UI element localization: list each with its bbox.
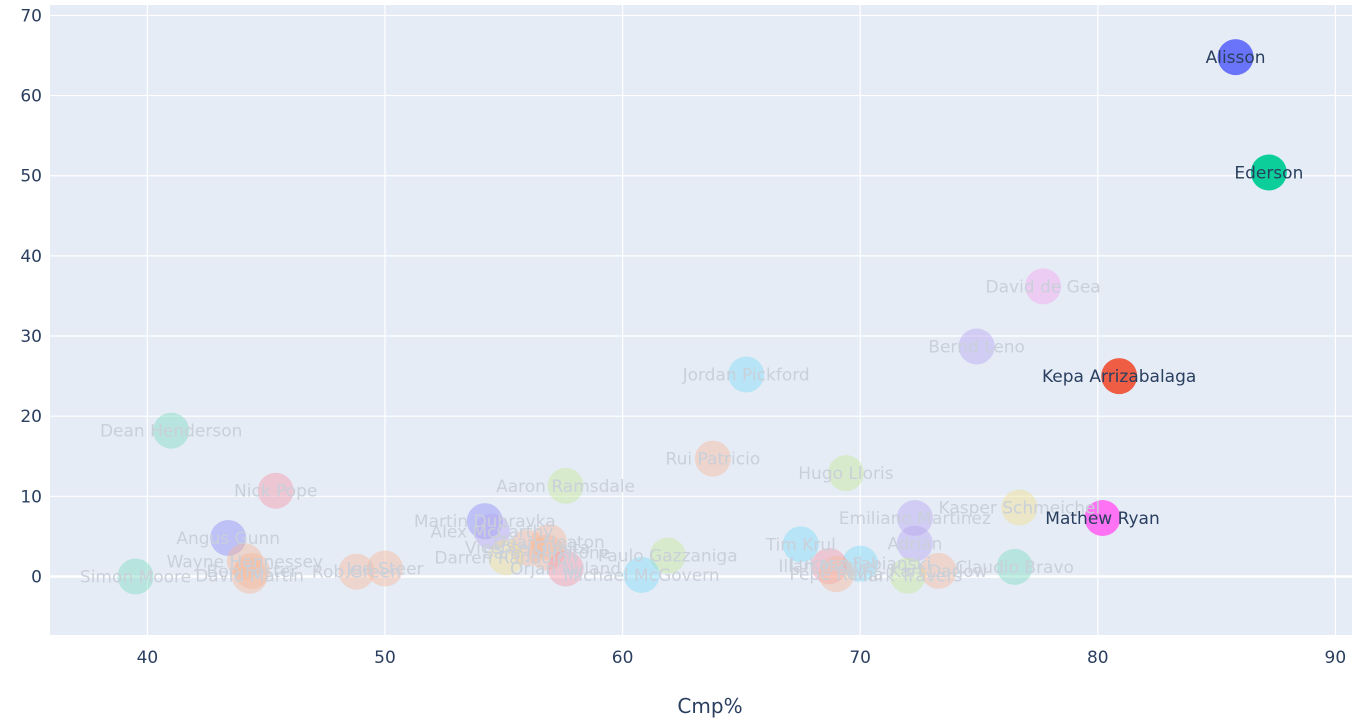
data-point-label: Nick Pope <box>234 482 317 502</box>
data-point <box>1001 489 1038 526</box>
data-point-label: Wayne Hennessey <box>167 552 323 572</box>
data-point <box>958 328 995 365</box>
data-point <box>488 539 525 576</box>
data-point-label: Tim Krul <box>765 535 836 555</box>
x-axis-label: Cmp% <box>677 694 742 718</box>
data-point-label: David de Gea <box>986 277 1101 297</box>
data-point-label: Emiliano Martinez <box>839 509 991 529</box>
data-point-label: Kepa Arrizabalaga <box>1042 367 1196 387</box>
data-point-label: Rob Green <box>312 563 401 583</box>
data-point <box>1250 154 1287 191</box>
y-tick-label: 50 <box>20 167 42 187</box>
data-point <box>1217 39 1254 76</box>
data-point <box>547 550 584 587</box>
data-point <box>920 552 957 589</box>
data-point <box>694 440 731 477</box>
data-point-label: Karl Darlow <box>890 562 988 582</box>
x-tick-label: 50 <box>374 648 396 668</box>
data-point <box>811 548 848 585</box>
y-tick-label: 60 <box>20 87 42 107</box>
data-point-label: Claudio Bravo <box>955 558 1074 578</box>
x-tick-label: 90 <box>1325 648 1347 668</box>
data-point <box>530 524 567 561</box>
data-point-label: Dean Henderson <box>100 422 242 442</box>
data-point-label: Ben Foster <box>207 562 298 582</box>
x-tick-label: 70 <box>849 648 871 668</box>
data-point-label: Angus Gunn <box>176 529 280 549</box>
data-point-label: Vicente Guaita <box>465 539 590 559</box>
x-tick-label: 60 <box>612 648 634 668</box>
data-point-label: Darren Randolph <box>434 548 578 568</box>
data-point <box>728 356 765 393</box>
data-point <box>153 412 190 449</box>
data-point <box>117 558 154 595</box>
data-point-label: Mathew Ryan <box>1045 509 1159 529</box>
data-point <box>1025 268 1062 305</box>
data-point-label: Jordan Pickford <box>682 366 810 386</box>
data-point-label: Alisson <box>1206 48 1266 68</box>
data-point <box>889 557 926 594</box>
y-tick-label: 10 <box>20 487 42 507</box>
data-point-label: Illan Meslier <box>778 557 880 577</box>
data-point <box>226 543 263 580</box>
y-tick-label: 20 <box>20 407 42 427</box>
y-axis-ticks: 0 10 20 30 40 50 60 70 <box>20 6 42 587</box>
data-point <box>257 472 294 509</box>
y-tick-label: 0 <box>31 567 42 587</box>
data-point-label: Michael McGovern <box>564 566 720 586</box>
point-labels: David de Gea Bernd Leno Jordan Pickford Dea… <box>80 48 1303 587</box>
data-point-label: Dean Heaton <box>493 533 605 553</box>
data-point <box>547 467 584 504</box>
data-point-label: Martin Dubravka <box>414 512 556 532</box>
data-point-label: Simon Moore <box>80 567 191 587</box>
data-point-label: Alex McCarthy <box>431 523 554 543</box>
data-point <box>818 556 855 593</box>
data-point-label: Mark Travers <box>853 567 962 587</box>
data-point <box>896 525 933 562</box>
y-tick-label: 40 <box>20 247 42 267</box>
x-tick-label: 80 <box>1087 648 1109 668</box>
data-point <box>233 552 270 589</box>
data-point-label: Orjan Nyland <box>510 559 621 579</box>
grid-lines <box>50 5 1352 635</box>
data-point-label: Sam Johnstone <box>483 543 610 563</box>
data-point-label: Paulo Gazzaniga <box>598 547 738 567</box>
data-point <box>1101 358 1138 395</box>
data-point <box>782 526 819 563</box>
data-point-label: Hugo Lloris <box>798 464 893 484</box>
data-points <box>117 39 1287 595</box>
data-point <box>996 548 1033 585</box>
data-point-label: David Martin <box>195 567 304 587</box>
data-point <box>896 499 933 536</box>
data-point-label: Kasper Schmeichel <box>939 499 1101 519</box>
data-point <box>466 503 503 540</box>
data-point <box>509 529 546 566</box>
data-point-label: Jed Steer <box>345 559 423 579</box>
data-point <box>473 513 510 550</box>
data-point <box>528 534 565 571</box>
data-point <box>1084 499 1121 536</box>
data-point <box>649 537 686 574</box>
data-point <box>827 455 864 492</box>
data-point-label: Pepe Reina <box>789 565 883 585</box>
data-point <box>623 556 660 593</box>
plot-background <box>50 5 1352 635</box>
data-point <box>367 550 404 587</box>
data-point-label: Ederson <box>1234 164 1303 184</box>
data-point-label: Aaron Ramsdale <box>496 477 635 497</box>
data-point <box>338 553 375 590</box>
data-point-label: Rui Patricio <box>666 450 761 470</box>
x-axis-ticks: 40 50 60 70 80 90 <box>137 648 1347 668</box>
data-point <box>231 557 268 594</box>
data-point <box>842 545 879 582</box>
data-point-label: Adrian <box>887 535 942 555</box>
x-tick-label: 40 <box>137 648 159 668</box>
data-point-label: Lukasz Fabianski <box>789 555 931 575</box>
y-tick-label: 70 <box>20 6 42 26</box>
data-point <box>210 520 247 557</box>
y-tick-label: 30 <box>20 327 42 347</box>
data-point-label: Bernd Leno <box>928 337 1025 357</box>
